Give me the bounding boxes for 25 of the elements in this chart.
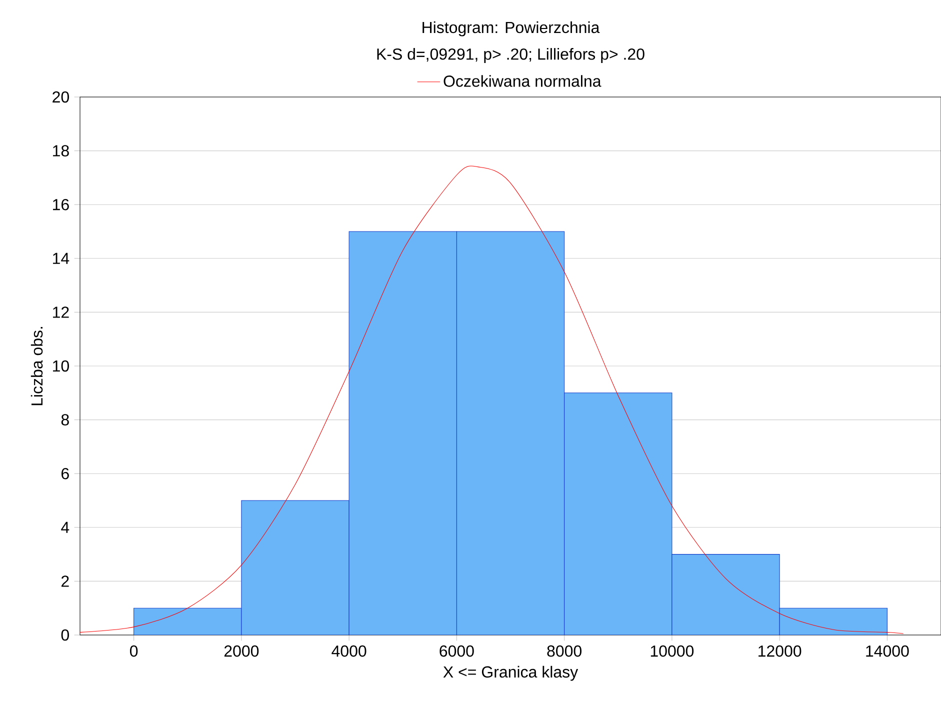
- x-tick-label: 2000: [224, 645, 259, 657]
- legend-label: Oczekiwana normalna: [444, 75, 602, 87]
- x-tick-label: 14000: [866, 645, 909, 657]
- chart-subtitle: K-S d=,09291, p> .20; Lilliefors p> .20: [377, 48, 644, 63]
- y-tick-label: 2: [62, 576, 69, 587]
- y-tick-label: 4: [61, 522, 70, 533]
- y-tick-label: 14: [53, 252, 70, 264]
- x-tick-label: 6000: [440, 645, 474, 657]
- y-tick-label: 8: [61, 414, 69, 426]
- y-axis-title: Liczba obs.: [30, 327, 43, 406]
- y-tick-label: 16: [53, 198, 69, 210]
- y-tick-label: 20: [52, 91, 69, 103]
- x-tick-label: 0: [130, 645, 138, 657]
- x-tick-label: 10000: [650, 645, 694, 657]
- line-series: [80, 166, 904, 634]
- chart-title: Histogram: Powierzchnia: [422, 21, 600, 36]
- y-tick-label: 18: [53, 145, 69, 156]
- x-tick-label: 8000: [547, 645, 582, 657]
- y-tick-label: 0: [61, 629, 69, 641]
- y-tick-label: 12: [53, 306, 69, 318]
- y-tick-label: 6: [62, 468, 69, 480]
- x-tick-label: 12000: [758, 645, 802, 657]
- x-tick-label: 4000: [332, 645, 366, 657]
- x-axis-title: X <= Granica klasy: [443, 666, 578, 681]
- y-tick-label: 10: [53, 360, 69, 372]
